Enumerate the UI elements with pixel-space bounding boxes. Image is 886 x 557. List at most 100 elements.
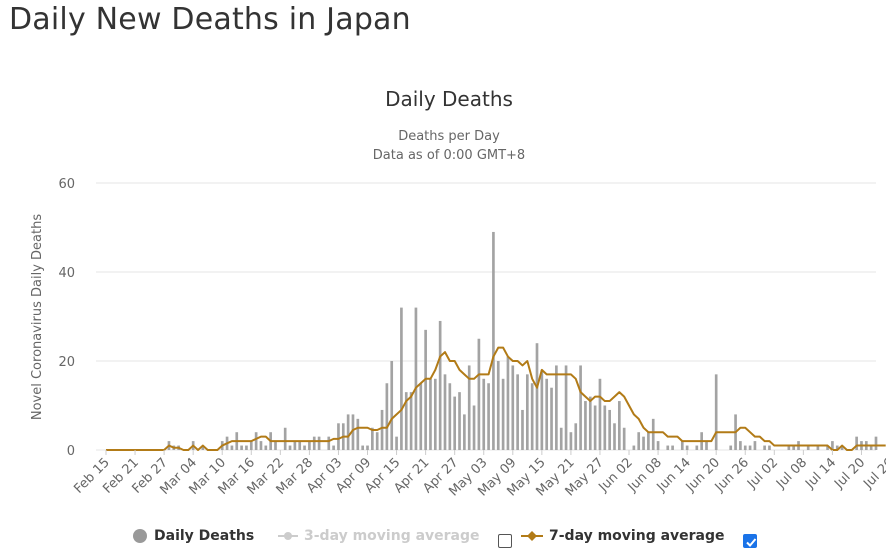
bar xyxy=(540,369,544,450)
bar xyxy=(385,383,389,450)
bar xyxy=(714,374,718,450)
gridlines xyxy=(96,182,876,451)
bar xyxy=(685,445,689,450)
bar xyxy=(298,441,302,450)
bar xyxy=(574,423,578,450)
bar xyxy=(588,396,592,450)
bar xyxy=(831,441,834,450)
bar xyxy=(584,401,587,450)
bar xyxy=(395,436,398,450)
bar xyxy=(409,392,413,450)
bar xyxy=(390,361,394,450)
bar xyxy=(438,320,442,450)
chart-legend: Daily Deaths 3-day moving average 7-day … xyxy=(0,526,886,552)
bar xyxy=(433,378,437,450)
bar xyxy=(487,383,490,450)
bar xyxy=(274,441,277,450)
bar xyxy=(705,441,708,450)
bar xyxy=(400,307,403,450)
y-tick-label: 40 xyxy=(58,266,75,281)
bar xyxy=(288,445,292,450)
bar xyxy=(753,441,757,450)
bar xyxy=(264,445,268,450)
bar xyxy=(525,374,529,450)
bar xyxy=(245,445,248,450)
bar xyxy=(458,392,461,450)
bar xyxy=(424,329,427,450)
bar xyxy=(472,405,476,450)
bar xyxy=(482,378,486,450)
bar xyxy=(545,378,549,450)
chart-subtitle-line-2: Data as of 0:00 GMT+8 xyxy=(373,148,525,163)
bar xyxy=(608,409,611,450)
legend-label-7-day-average: 7-day moving average xyxy=(549,528,725,544)
bar xyxy=(366,445,369,450)
bar xyxy=(375,432,379,450)
bar xyxy=(632,445,636,450)
bar xyxy=(874,436,878,450)
bar xyxy=(414,307,418,450)
bar xyxy=(492,231,495,450)
bar xyxy=(259,441,263,450)
bar xyxy=(792,445,796,450)
bar xyxy=(419,383,423,450)
bar xyxy=(695,445,699,450)
legend-label-3-day-average: 3-day moving average xyxy=(304,528,480,544)
bar xyxy=(201,445,205,450)
bar xyxy=(579,365,582,450)
bar xyxy=(429,378,432,450)
bar xyxy=(656,441,660,450)
chart-subtitle-line-1: Deaths per Day xyxy=(398,129,500,144)
bar xyxy=(618,401,621,450)
bar xyxy=(748,445,752,450)
bar xyxy=(680,441,684,450)
y-axis-label: Novel Coronavirus Daily Deaths xyxy=(30,214,45,420)
bar xyxy=(739,441,742,450)
bar xyxy=(501,378,505,450)
checkmark-icon xyxy=(746,538,757,547)
bar xyxy=(637,432,641,450)
bar xyxy=(729,445,733,450)
bar xyxy=(477,338,481,450)
bar xyxy=(332,445,335,450)
bar xyxy=(555,365,558,450)
bar xyxy=(404,392,408,450)
bar xyxy=(855,436,858,450)
toggle-3-day-average-checkbox[interactable] xyxy=(498,534,512,548)
x-tick-label: Jul 26 xyxy=(860,455,886,492)
bar xyxy=(463,414,466,450)
bar xyxy=(642,436,645,450)
daily-deaths-bars xyxy=(167,231,878,450)
toggle-7-day-average-checkbox[interactable] xyxy=(743,534,757,548)
bar xyxy=(240,445,243,450)
x-tick-label: Jul 08 xyxy=(773,455,810,492)
bar xyxy=(530,383,534,450)
bar xyxy=(603,405,607,450)
bar xyxy=(671,445,674,450)
bar xyxy=(816,445,820,450)
bar xyxy=(787,445,791,450)
bar xyxy=(443,374,447,450)
y-tick-label: 20 xyxy=(58,355,75,370)
bar xyxy=(651,418,655,450)
legend-item-daily-deaths[interactable]: Daily Deaths xyxy=(132,528,254,544)
bar xyxy=(550,387,553,450)
bar xyxy=(840,445,844,450)
legend-label-daily-deaths: Daily Deaths xyxy=(154,528,255,544)
legend-item-3-day-average[interactable]: 3-day moving average xyxy=(278,528,480,544)
y-tick-label: 60 xyxy=(58,177,75,192)
bar xyxy=(598,378,602,450)
moving-average-7-day xyxy=(106,346,886,451)
chart: Daily Deaths Deaths per Day Data as of 0… xyxy=(30,87,886,499)
bar xyxy=(303,445,306,450)
bar xyxy=(317,436,321,450)
bar xyxy=(337,423,340,450)
bar xyxy=(506,356,510,450)
bar xyxy=(356,418,360,450)
bar xyxy=(666,445,670,450)
bar xyxy=(283,427,287,450)
moving-average-7-day-line xyxy=(106,346,886,451)
legend-item-7-day-average[interactable]: 7-day moving average xyxy=(521,528,725,544)
bar xyxy=(516,374,519,450)
